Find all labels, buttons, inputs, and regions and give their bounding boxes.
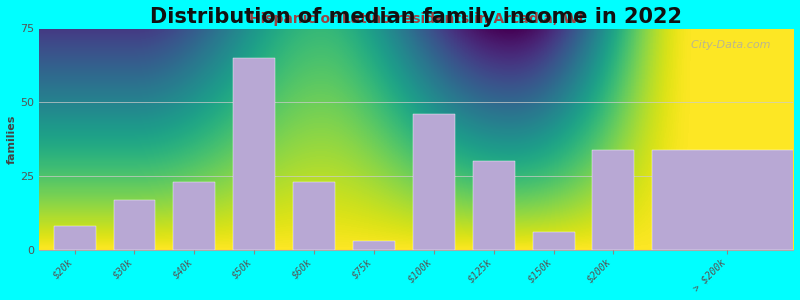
Bar xyxy=(114,200,155,250)
Bar xyxy=(533,232,574,250)
Y-axis label: families: families xyxy=(7,115,17,164)
Bar xyxy=(174,182,215,250)
Bar xyxy=(54,226,95,250)
Bar xyxy=(413,114,454,250)
Bar xyxy=(293,182,335,250)
Title: Distribution of median family income in 2022: Distribution of median family income in … xyxy=(150,7,682,27)
Bar xyxy=(234,58,275,250)
Bar xyxy=(652,150,800,250)
Text: City-Data.com: City-Data.com xyxy=(684,40,770,50)
Bar xyxy=(593,150,634,250)
Bar xyxy=(353,241,395,250)
Bar xyxy=(473,161,514,250)
Text: Hispanic or Latino residents in Arcadia, WI: Hispanic or Latino residents in Arcadia,… xyxy=(249,12,583,26)
